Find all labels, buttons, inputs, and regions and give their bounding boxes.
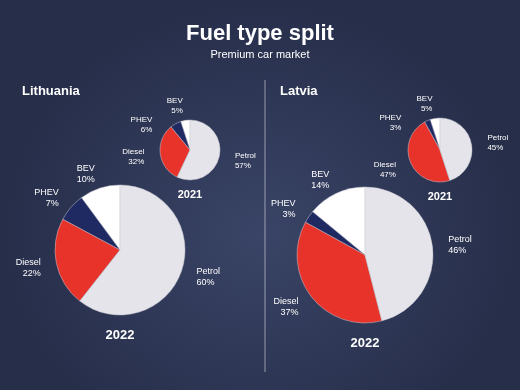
svg-text:Lithuania: Lithuania — [22, 83, 81, 98]
svg-text:Diesel32%: Diesel32% — [122, 147, 144, 166]
svg-text:Latvia: Latvia — [280, 83, 318, 98]
svg-text:PHEV7%: PHEV7% — [34, 187, 59, 208]
svg-text:PHEV3%: PHEV3% — [380, 113, 402, 132]
svg-text:Petrol57%: Petrol57% — [235, 151, 256, 170]
svg-text:2022: 2022 — [351, 335, 380, 350]
svg-text:BEV14%: BEV14% — [311, 169, 329, 190]
svg-text:Diesel37%: Diesel37% — [274, 296, 299, 317]
svg-text:BEV5%: BEV5% — [167, 96, 184, 115]
svg-text:Fuel type split: Fuel type split — [186, 20, 335, 45]
svg-text:PHEV3%: PHEV3% — [271, 198, 296, 219]
svg-text:2021: 2021 — [178, 188, 202, 200]
svg-text:2021: 2021 — [428, 190, 452, 202]
svg-text:Diesel47%: Diesel47% — [374, 160, 396, 179]
svg-text:Petrol45%: Petrol45% — [487, 133, 508, 152]
svg-text:Diesel22%: Diesel22% — [16, 257, 41, 278]
svg-text:2022: 2022 — [106, 327, 135, 342]
svg-text:BEV10%: BEV10% — [77, 163, 95, 184]
svg-text:PHEV6%: PHEV6% — [131, 115, 153, 134]
svg-text:Petrol46%: Petrol46% — [448, 234, 472, 255]
svg-text:Petrol60%: Petrol60% — [197, 266, 221, 287]
svg-text:Premium car market: Premium car market — [210, 48, 309, 60]
svg-text:BEV5%: BEV5% — [416, 94, 433, 113]
